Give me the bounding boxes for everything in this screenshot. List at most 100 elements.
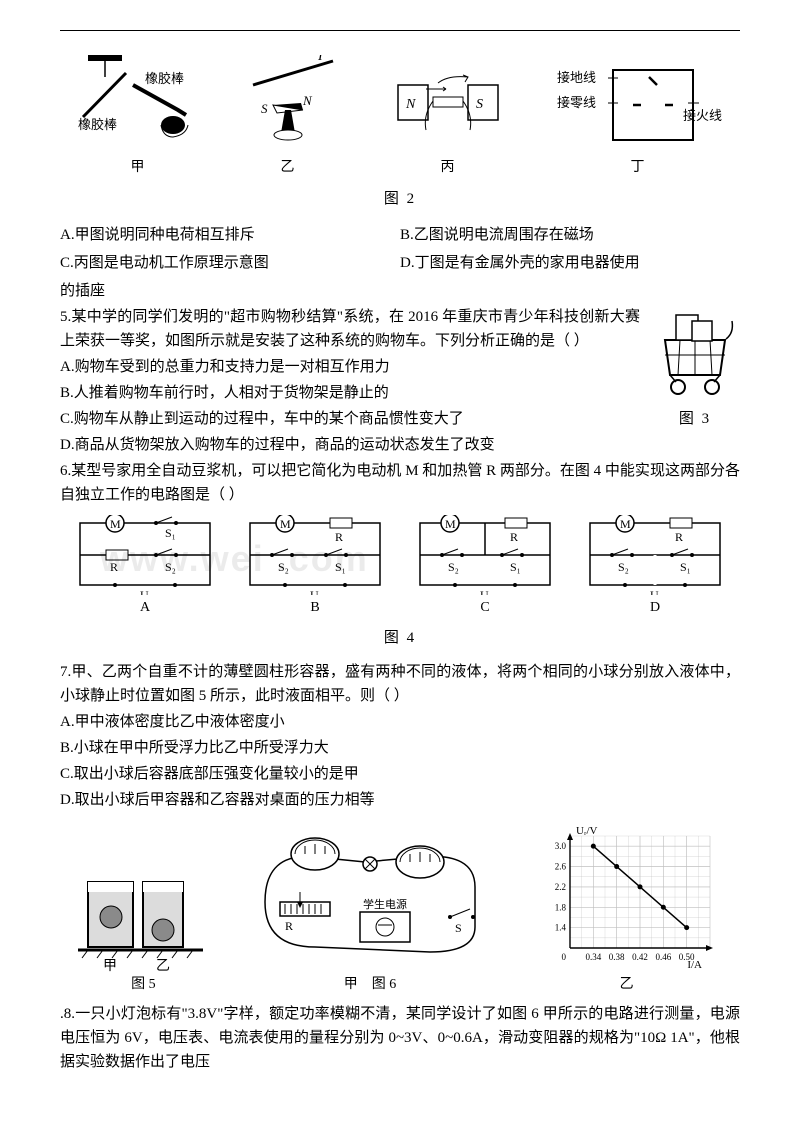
svg-text:U: U <box>310 588 319 595</box>
q7-optA: A.甲中液体密度比乙中液体密度小 <box>60 710 740 734</box>
q7-optC: C.取出小球后容器底部压强变化量较小的是甲 <box>60 762 740 786</box>
svg-text:乙: 乙 <box>156 958 170 972</box>
svg-text:1.4: 1.4 <box>554 922 566 932</box>
svg-text:2.2: 2.2 <box>554 882 565 892</box>
svg-text:0.38: 0.38 <box>608 952 624 962</box>
svg-text:甲: 甲 <box>103 959 117 972</box>
circuit-B-svg: M R S₂ S₁ U <box>240 515 390 595</box>
svg-text:Uᵣ/V: Uᵣ/V <box>576 825 598 837</box>
q4-options: A.甲图说明同种电荷相互排斥 B.乙图说明电流周围存在磁场 C.丙图是电动机工作… <box>60 221 740 277</box>
fig2-bing-label: 丙 <box>441 157 455 179</box>
svg-text:M: M <box>445 517 456 531</box>
fig6-jia-svg: R 学生电源 S <box>245 832 495 972</box>
svg-text:M: M <box>280 517 291 531</box>
fig2-yi: I S N 乙 <box>233 55 343 179</box>
svg-text:橡胶棒: 橡胶棒 <box>145 71 184 86</box>
fig5-block: 甲 乙 图 5 <box>78 862 208 996</box>
fig2-jia-label: 甲 <box>131 157 145 179</box>
fig6-graph-svg: 0.340.380.420.460.501.41.82.22.63.0Uᵣ/VI… <box>532 822 722 972</box>
circuit-C: M R S₂ S₁ U C <box>410 515 560 619</box>
q5-stem: 5.某中学的同学们发明的"超市购物秒结算"系统，在 2016 年重庆市青少年科技… <box>60 305 740 353</box>
svg-text:N: N <box>302 93 313 108</box>
fig5-caption: 图 5 <box>131 974 156 996</box>
svg-text:R: R <box>335 530 343 544</box>
fig2-yi-svg: I S N <box>233 55 343 155</box>
svg-text:S: S <box>476 97 483 112</box>
fig2-bing-svg: N S <box>378 55 518 155</box>
q4-optC: C.丙图是电动机工作原理示意图 <box>60 251 400 275</box>
q5-optA: A.购物车受到的总重力和支持力是一对相互作用力 <box>60 355 740 379</box>
svg-text:R: R <box>285 919 293 933</box>
circuit-B: M R S₂ S₁ U B <box>240 515 390 619</box>
figure-4-row: M S₁ R S₂ U A M R S₂ S₁ <box>60 515 740 619</box>
svg-text:1.8: 1.8 <box>554 902 566 912</box>
circuit-C-label: C <box>480 597 489 619</box>
svg-text:S₁: S₁ <box>680 560 691 574</box>
fig6-jia-block: R 学生电源 S 甲 图 6 <box>245 832 495 996</box>
top-rule <box>60 30 740 31</box>
svg-text:S₁: S₁ <box>510 560 521 574</box>
fig6-yi-block: 0.340.380.420.460.501.41.82.22.63.0Uᵣ/VI… <box>532 822 722 996</box>
fig6-caption: 图 6 <box>372 977 397 992</box>
figure-2-row: 橡胶棒 橡胶棒 甲 I S N 乙 N S <box>60 55 740 179</box>
svg-text:S: S <box>261 101 268 116</box>
q5-optB: B.人推着购物车前行时，人相对于货物架是静止的 <box>60 381 740 405</box>
svg-text:接火线: 接火线 <box>683 108 722 123</box>
shopping-cart-icon <box>650 305 740 405</box>
q8-stem: .8.一只小灯泡标有"3.8V"字样，额定功率模糊不清，某同学设计了如图 6 甲… <box>60 1002 740 1074</box>
svg-text:S₂: S₂ <box>448 560 459 574</box>
circuit-D-label: D <box>650 597 660 619</box>
q7-stem: 7.甲、乙两个自重不计的薄壁圆柱形容器，盛有两种不同的液体，将两个相同的小球分别… <box>60 660 740 708</box>
fig4-caption: 图 4 <box>60 626 740 650</box>
svg-text:S₂: S₂ <box>618 560 629 574</box>
svg-text:橡胶棒: 橡胶棒 <box>78 117 117 132</box>
svg-text:U: U <box>650 588 659 595</box>
svg-text:0: 0 <box>561 952 566 962</box>
svg-text:N: N <box>405 97 416 112</box>
svg-text:R: R <box>510 530 518 544</box>
q4-optA: A.甲图说明同种电荷相互排斥 <box>60 223 400 247</box>
svg-text:I/A: I/A <box>687 959 702 971</box>
circuit-A-svg: M S₁ R S₂ U <box>70 515 220 595</box>
fig6-jia-label: 甲 <box>344 977 358 992</box>
q6-stem: 6.某型号家用全自动豆浆机，可以把它简化为电动机 M 和加热管 R 两部分。在图… <box>60 459 740 507</box>
fig2-ding: 接地线 接零线 接火线 丁 <box>553 55 723 179</box>
svg-text:U: U <box>140 588 149 595</box>
figure-56-row: 甲 乙 图 5 R 学生电源 S 甲 图 <box>60 822 740 996</box>
circuit-C-svg: M R S₂ S₁ U <box>410 515 560 595</box>
svg-text:接零线: 接零线 <box>557 95 596 110</box>
svg-text:0.42: 0.42 <box>632 952 648 962</box>
q5-optD: D.商品从货物架放入购物车的过程中，商品的运动状态发生了改变 <box>60 433 740 457</box>
fig3-caption: 图 3 <box>650 407 740 431</box>
fig5-svg: 甲 乙 <box>78 862 208 972</box>
circuit-D-svg: M R S₂ S₁ U <box>580 515 730 595</box>
q4-optD-suffix: 的插座 <box>60 279 740 303</box>
fig2-jia-svg: 橡胶棒 橡胶棒 <box>78 55 198 155</box>
svg-text:U: U <box>480 588 489 595</box>
svg-text:接地线: 接地线 <box>557 70 596 85</box>
svg-text:M: M <box>620 517 631 531</box>
svg-text:S₁: S₁ <box>335 560 346 574</box>
circuit-A-label: A <box>140 597 150 619</box>
svg-text:0.34: 0.34 <box>585 952 601 962</box>
svg-text:S₂: S₂ <box>165 560 176 574</box>
svg-text:0.46: 0.46 <box>655 952 671 962</box>
fig2-ding-label: 丁 <box>631 157 645 179</box>
fig2-yi-label: 乙 <box>281 157 295 179</box>
fig6-yi-label: 乙 <box>620 974 634 996</box>
fig2-ding-svg: 接地线 接零线 接火线 <box>553 55 723 155</box>
fig2-caption: 图 2 <box>60 187 740 211</box>
circuit-A: M S₁ R S₂ U A <box>70 515 220 619</box>
q5-optC: C.购物车从静止到运动的过程中，车中的某个商品惯性变大了 <box>60 407 740 431</box>
svg-text:S: S <box>455 921 462 935</box>
circuit-B-label: B <box>310 597 319 619</box>
svg-text:S₂: S₂ <box>278 560 289 574</box>
svg-text:学生电源: 学生电源 <box>363 897 407 911</box>
q4-optD-prefix: D.丁图是有金属外壳的家用电器使用 <box>400 251 740 275</box>
svg-text:3.0: 3.0 <box>554 841 566 851</box>
fig3-block: 图 3 <box>650 305 740 431</box>
svg-text:S₁: S₁ <box>165 526 176 540</box>
fig2-bing: N S 丙 <box>378 55 518 179</box>
q4-optB: B.乙图说明电流周围存在磁场 <box>400 223 740 247</box>
fig2-jia: 橡胶棒 橡胶棒 甲 <box>78 55 198 179</box>
